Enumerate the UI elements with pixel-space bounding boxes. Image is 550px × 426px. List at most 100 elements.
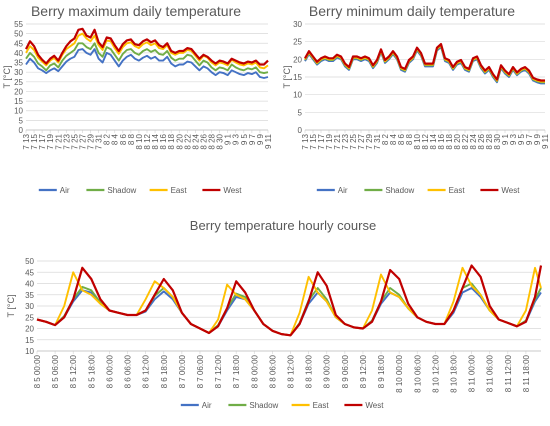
x-tick-label: 8 20 <box>175 133 184 149</box>
x-tick-label: 9 9 <box>256 133 265 145</box>
y-tick-label: 45 <box>25 268 34 277</box>
y-tick-label: 0 <box>19 126 24 135</box>
legend-label: East <box>171 186 188 195</box>
x-tick-label: 7 13 <box>22 133 31 149</box>
y-tick-label: 35 <box>25 291 34 300</box>
x-tick-label: 7 23 <box>62 133 71 149</box>
x-tick-label: 7 13 <box>301 133 310 149</box>
x-tick-label: 8 8 12:00 <box>287 354 296 388</box>
legend-label: West <box>365 401 384 410</box>
y-tick-label: 15 <box>25 336 34 345</box>
x-tick-label: 8 9 06:00 <box>341 354 350 388</box>
y-axis-label: T [°C] <box>282 66 292 89</box>
y-tick-label: 30 <box>14 68 23 77</box>
x-tick-label: 7 17 <box>317 133 326 149</box>
x-tick-label: 8 26 <box>199 133 208 149</box>
y-tick-label: 15 <box>293 73 302 82</box>
x-tick-label: 8 6 06:00 <box>124 354 133 388</box>
x-tick-label: 8 10 <box>135 133 144 149</box>
x-tick-label: 8 4 <box>389 133 398 145</box>
x-tick-label: 8 22 <box>461 133 470 149</box>
x-tick-label: 7 25 <box>349 133 358 149</box>
y-tick-label: 55 <box>14 20 23 29</box>
legend-label: West <box>501 186 520 195</box>
y-tick-label: 45 <box>14 39 23 48</box>
series-line-west <box>36 264 543 337</box>
x-tick-label: 9 1 <box>501 133 510 145</box>
legend: Air Shadow East West <box>180 401 384 410</box>
legend-label: Air <box>202 401 212 410</box>
y-tick-label: 35 <box>14 59 23 68</box>
x-tick-label: 8 30 <box>493 133 502 149</box>
x-tick-label: 8 16 <box>159 133 168 149</box>
y-tick-label: 25 <box>25 313 34 322</box>
y-axis-label: T [°C] <box>6 295 16 318</box>
x-tick-label: 7 15 <box>30 133 39 149</box>
y-tick-label: 20 <box>293 55 302 64</box>
x-tick-label: 8 8 06:00 <box>268 354 277 388</box>
x-tick-label: 7 21 <box>333 133 342 149</box>
x-tick-label: 8 12 <box>421 133 430 149</box>
legend-label: East <box>313 401 330 410</box>
y-tick-label: 30 <box>25 302 34 311</box>
x-tick-label: 8 8 18:00 <box>305 354 314 388</box>
x-tick-label: 7 29 <box>87 133 96 149</box>
x-tick-label: 8 8 <box>127 133 136 145</box>
x-tick-label: 9 9 <box>533 133 542 145</box>
x-tick-label: 9 11 <box>541 133 550 149</box>
y-axis-label: T [°C] <box>2 66 12 89</box>
y-tick-label: 40 <box>14 49 23 58</box>
series-line-shadow <box>25 42 269 75</box>
x-tick-label: 8 11 06:00 <box>486 354 495 392</box>
legend-label: Air <box>60 186 70 195</box>
x-tick-label: 7 15 <box>309 133 318 149</box>
y-tick-label: 20 <box>14 87 23 96</box>
y-tick-label: 15 <box>14 97 23 106</box>
chart-title: Berry maximum daily temperature <box>31 3 241 19</box>
x-tick-label: 8 7 06:00 <box>196 354 205 388</box>
x-tick-label: 8 16 <box>437 133 446 149</box>
chart-title: Berry temperature hourly course <box>190 218 376 233</box>
x-tick-label: 8 8 <box>405 133 414 145</box>
legend-label: East <box>449 186 466 195</box>
y-tick-label: 5 <box>19 116 24 125</box>
x-tick-label: 8 2 <box>381 133 390 145</box>
legend-label: Shadow <box>385 186 414 195</box>
x-tick-label: 7 17 <box>38 133 47 149</box>
x-tick-label: 9 11 <box>264 133 273 149</box>
legend-label: Shadow <box>249 401 278 410</box>
x-tick-label: 8 5 12:00 <box>69 354 78 388</box>
x-tick-label: 8 7 00:00 <box>178 354 187 388</box>
x-tick-label: 8 2 <box>103 133 112 145</box>
x-tick-label: 9 3 <box>509 133 518 145</box>
y-tick-label: 5 <box>298 108 303 117</box>
x-tick-label: 8 7 12:00 <box>214 354 223 388</box>
legend: Air Shadow East West <box>38 186 242 195</box>
x-tick-label: 8 6 <box>397 133 406 145</box>
series-line-east <box>25 32 269 70</box>
x-tick-label: 8 12 <box>143 133 152 149</box>
x-tick-label: 7 29 <box>365 133 374 149</box>
x-tick-label: 8 6 <box>119 133 128 145</box>
x-tick-label: 8 6 18:00 <box>160 354 169 388</box>
y-tick-label: 10 <box>25 347 34 356</box>
x-tick-label: 8 30 <box>216 133 225 149</box>
x-tick-label: 8 5 06:00 <box>51 354 60 388</box>
legend-label: West <box>223 186 242 195</box>
x-tick-label: 8 5 00:00 <box>33 354 42 388</box>
legend-label: Air <box>338 186 348 195</box>
x-tick-label: 8 20 <box>453 133 462 149</box>
chart-title: Berry minimum daily temperature <box>309 3 515 19</box>
y-tick-label: 10 <box>293 91 302 100</box>
y-tick-label: 10 <box>14 107 23 116</box>
series-line-west <box>25 27 269 66</box>
x-tick-label: 7 31 <box>373 133 382 149</box>
x-tick-label: 7 19 <box>325 133 334 149</box>
y-tick-label: 40 <box>25 280 34 289</box>
x-tick-label: 8 8 00:00 <box>250 354 259 388</box>
legend-label: Shadow <box>107 186 136 195</box>
x-tick-label: 7 25 <box>70 133 79 149</box>
x-tick-label: 9 7 <box>525 133 534 145</box>
y-tick-label: 25 <box>14 78 23 87</box>
x-tick-label: 8 28 <box>208 133 217 149</box>
